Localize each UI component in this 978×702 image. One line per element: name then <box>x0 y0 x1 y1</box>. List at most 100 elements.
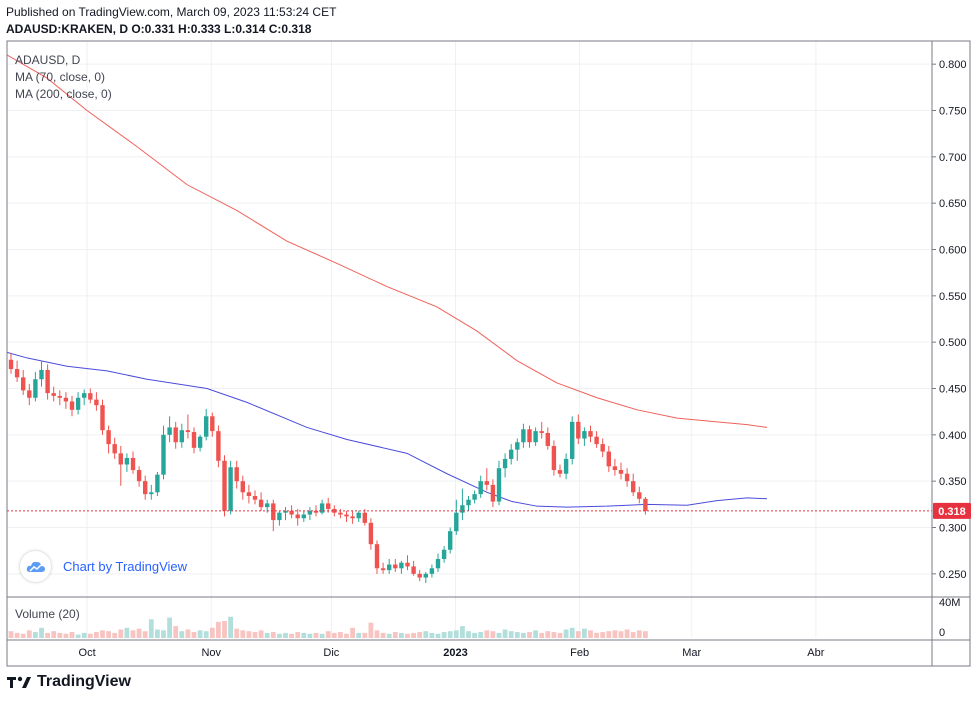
volume-bar <box>466 631 471 638</box>
candle-body <box>155 474 160 493</box>
legend-ma200[interactable]: MA (200, close, 0) <box>15 87 112 101</box>
candle-body <box>454 512 459 532</box>
candle-body <box>45 369 50 394</box>
candle-body <box>527 429 532 443</box>
candle-body <box>423 573 428 578</box>
volume-axis: 40M 0 <box>939 597 960 639</box>
price-label: 0.350 <box>939 476 967 488</box>
volume-bar <box>618 631 624 638</box>
candle-body <box>222 460 227 511</box>
time-label: Dic <box>323 647 339 659</box>
volume-bar <box>155 629 160 638</box>
candle-body <box>393 564 398 569</box>
volume-bar <box>490 631 496 638</box>
candle-body <box>637 492 642 499</box>
candle-body <box>258 499 264 508</box>
volume-bar <box>26 630 32 638</box>
volume-bar <box>33 632 38 638</box>
chart-by-text[interactable]: Chart by TradingView <box>63 559 188 574</box>
candle-body <box>576 421 581 439</box>
volume-bar <box>228 616 233 638</box>
candle-body <box>161 434 166 475</box>
candle-body <box>283 510 288 513</box>
volume-bar <box>313 632 319 638</box>
volume-bar <box>368 622 374 638</box>
legend-ma70[interactable]: MA (70, close, 0) <box>15 70 106 84</box>
ma70-path <box>6 351 768 508</box>
volume-bar <box>472 632 477 638</box>
volume-bar <box>575 631 581 638</box>
candle-body <box>246 492 252 496</box>
candle-body <box>8 359 14 370</box>
volume-bar <box>514 632 520 638</box>
volume-bar <box>118 629 124 638</box>
volume-bar <box>331 632 337 638</box>
volume-bar <box>423 631 429 638</box>
candle-body <box>582 431 587 439</box>
price-label: 0.550 <box>939 291 967 303</box>
time-axis[interactable]: Oct Nov Dic 2023 Feb Mar Abr <box>79 647 825 659</box>
candle-body <box>130 458 136 471</box>
candle-body <box>295 514 300 519</box>
candle-body <box>118 453 123 465</box>
candle-body <box>478 481 483 495</box>
candle-body <box>387 564 392 571</box>
volume-bar <box>386 633 392 638</box>
volume-bar <box>197 630 203 638</box>
time-label: Feb <box>570 647 589 659</box>
price-label: 0.600 <box>939 245 967 257</box>
volume-bars <box>8 616 648 638</box>
candle-body <box>21 377 26 391</box>
candle-body <box>600 444 605 452</box>
candle-body <box>557 470 563 474</box>
time-label: Abr <box>807 647 824 659</box>
legend-symbol[interactable]: ADAUSD, D <box>15 53 81 67</box>
candle-body <box>301 514 306 519</box>
volume-bar <box>45 632 50 638</box>
volume-bar <box>277 633 282 638</box>
last-price-badge: 0.318 <box>933 502 971 519</box>
candle-body <box>88 393 93 400</box>
candle-body <box>136 470 142 482</box>
candle-body <box>484 481 489 485</box>
candle-body <box>374 544 380 569</box>
ohlc-line: ADAUSD:KRAKEN, D O:0.331 H:0.333 L:0.314… <box>6 22 312 36</box>
volume-bar <box>643 631 648 638</box>
candle-body <box>191 432 197 448</box>
candle-body <box>149 492 154 495</box>
volume-bar <box>405 633 410 638</box>
volume-bar <box>148 619 154 638</box>
price-axis[interactable]: 0.250 0.300 0.350 0.400 0.450 0.500 0.550 0.600… <box>932 59 967 581</box>
volume-bar <box>8 631 14 638</box>
volume-bar <box>185 629 191 638</box>
volume-label: 0 <box>939 627 945 639</box>
candle-body <box>57 395 62 398</box>
time-label: Mar <box>682 647 701 659</box>
volume-bar <box>94 632 99 638</box>
candle-body <box>606 451 611 467</box>
volume-bar <box>539 632 545 638</box>
tradingview-cloud-icon <box>20 551 51 582</box>
chart-grid <box>7 63 932 575</box>
volume-bar <box>411 632 416 638</box>
volume-bar <box>636 630 642 638</box>
volume-bar <box>319 633 325 638</box>
candle-body <box>368 522 374 545</box>
time-label: 2023 <box>443 647 467 659</box>
volume-bar <box>209 627 215 638</box>
volume-bar <box>258 630 264 638</box>
candle-body <box>51 393 56 396</box>
candle-body <box>521 429 526 443</box>
candle-body <box>594 436 599 445</box>
candle-body <box>228 467 233 511</box>
candle-body <box>429 568 435 574</box>
candle-body <box>234 467 239 482</box>
volume-legend[interactable]: Volume (20) <box>15 607 80 621</box>
chart-by-badge[interactable]: Chart by TradingView <box>20 551 187 582</box>
volume-bar <box>63 633 69 638</box>
candle-body <box>173 427 178 443</box>
footer-brand[interactable]: TradingView <box>7 673 131 691</box>
candle-body <box>63 397 69 402</box>
candle-body <box>319 503 325 513</box>
